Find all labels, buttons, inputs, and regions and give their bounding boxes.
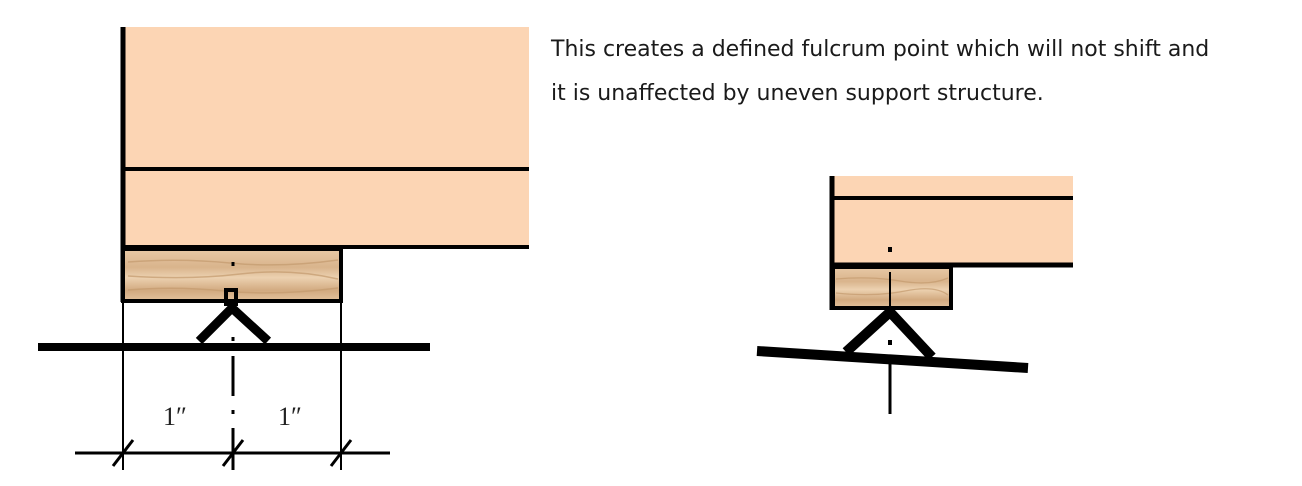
small-lower-joist [833,200,1073,264]
small-fulcrum-bracket [842,304,936,361]
fulcrum-bracket [195,301,272,345]
right-detail [756,176,1073,414]
caption-text: This creates a defined fulcrum point whi… [551,28,1296,116]
upper-joist [123,27,529,168]
tick-left [111,439,135,467]
caption-line-2: it is unaffected by uneven support struc… [551,81,1044,106]
left-detail: 1″ 1″ [38,27,529,470]
small-wood-shim [831,265,953,310]
small-tilted-support-beam [756,346,1029,373]
small-upper-joist [833,176,1073,197]
lower-joist [123,170,529,247]
tick-center [221,439,245,467]
tick-right [329,439,353,467]
small-wood-grain [835,277,949,296]
dimension-label-right: 1″ [278,402,302,431]
dimension-label-left: 1″ [163,402,187,431]
caption-line-1: This creates a defined fulcrum point whi… [551,37,1210,62]
